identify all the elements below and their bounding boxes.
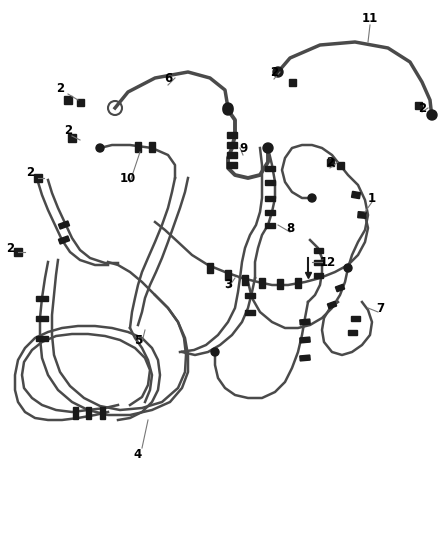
Text: 2: 2	[26, 166, 34, 179]
Text: 10: 10	[120, 172, 136, 184]
Bar	[336, 161, 343, 168]
Bar	[85, 407, 91, 419]
Circle shape	[344, 264, 352, 272]
Bar	[34, 174, 42, 182]
Text: 4: 4	[134, 448, 142, 462]
Text: 2: 2	[6, 241, 14, 254]
Text: 5: 5	[134, 334, 142, 346]
Text: 12: 12	[320, 255, 336, 269]
Bar	[68, 134, 76, 142]
Bar	[245, 293, 255, 297]
Bar	[77, 99, 84, 106]
Text: 2: 2	[270, 66, 278, 78]
Bar	[295, 278, 301, 288]
Bar	[350, 316, 360, 320]
Bar	[265, 166, 275, 171]
Bar	[265, 209, 275, 214]
Bar	[149, 142, 155, 152]
Text: 2: 2	[418, 101, 426, 115]
Bar	[265, 196, 275, 200]
Text: 9: 9	[239, 141, 247, 155]
Bar	[64, 96, 72, 104]
Text: 8: 8	[286, 222, 294, 235]
Bar	[135, 142, 141, 152]
Bar	[227, 132, 237, 138]
Bar	[300, 355, 310, 361]
Text: 2: 2	[64, 124, 72, 136]
Text: 2: 2	[56, 82, 64, 94]
Text: 6: 6	[164, 71, 172, 85]
Text: 1: 1	[368, 191, 376, 205]
Bar	[300, 319, 310, 325]
Bar	[227, 152, 237, 158]
Bar	[73, 407, 78, 419]
Bar	[58, 221, 70, 229]
Text: 11: 11	[362, 12, 378, 25]
Bar	[358, 212, 366, 219]
Bar	[259, 278, 265, 288]
Bar	[314, 247, 322, 253]
Bar	[227, 162, 237, 168]
Circle shape	[211, 348, 219, 356]
Bar	[327, 301, 337, 309]
Text: 2: 2	[326, 156, 334, 168]
Bar	[207, 263, 213, 273]
Circle shape	[427, 110, 437, 120]
Bar	[314, 272, 322, 278]
Bar	[326, 158, 333, 166]
Bar	[227, 142, 237, 148]
Bar	[347, 329, 357, 335]
Bar	[242, 275, 248, 285]
Text: 7: 7	[376, 302, 384, 314]
Bar	[265, 222, 275, 228]
Bar	[265, 180, 275, 184]
Bar	[277, 279, 283, 289]
Bar	[414, 101, 421, 109]
Circle shape	[223, 105, 233, 115]
Bar	[336, 284, 345, 292]
Bar	[58, 236, 70, 244]
Circle shape	[263, 143, 273, 153]
Circle shape	[308, 194, 316, 202]
Circle shape	[96, 144, 104, 152]
Text: 3: 3	[224, 279, 232, 292]
Bar	[289, 78, 296, 85]
Bar	[14, 248, 22, 256]
Bar	[314, 260, 322, 264]
Bar	[225, 270, 231, 280]
Bar	[36, 335, 48, 341]
Circle shape	[223, 103, 233, 113]
Bar	[300, 337, 310, 343]
Circle shape	[273, 67, 283, 77]
Bar	[36, 295, 48, 301]
Bar	[352, 191, 360, 199]
Bar	[245, 310, 255, 314]
Bar	[99, 407, 105, 419]
Bar	[36, 316, 48, 320]
